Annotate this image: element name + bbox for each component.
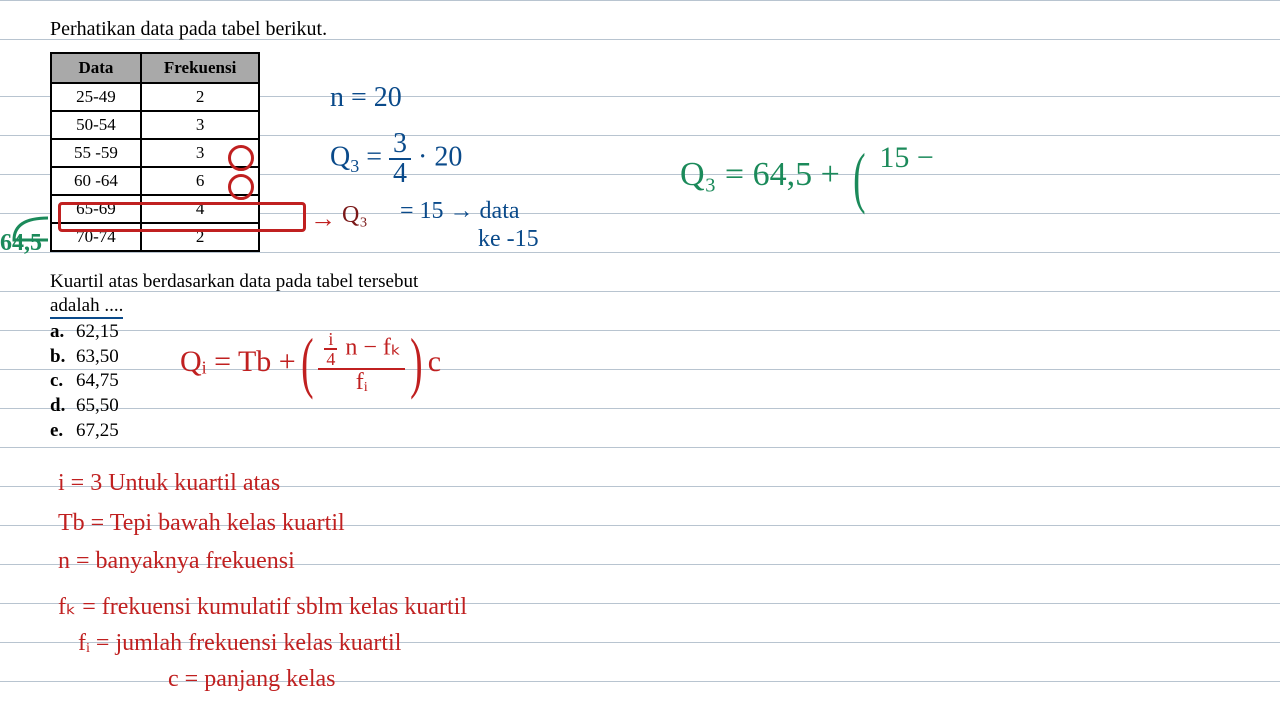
paren-right-icon: ) [410, 335, 422, 389]
red-arrow-icon: → [310, 204, 336, 234]
ann-green-eq: Q₃ = 64,5 + ( 15 − [680, 150, 934, 204]
option-a: a.62,15 [50, 320, 119, 345]
ann-q3-res1: = 15 → data [400, 198, 520, 225]
ann-q3-label: Q₃ [342, 202, 368, 229]
ann-red1: i = 3 Untuk kuartil atas [58, 470, 280, 497]
ann-n20: n = 20 [330, 82, 402, 114]
th-freq: Frekuensi [141, 53, 259, 83]
ann-red5: fᵢ = jumlah frekuensi kelas kuartil [78, 630, 401, 657]
paren-left-icon: ( [301, 335, 313, 389]
option-b: b.63,50 [50, 345, 119, 370]
highlight-row-box [58, 202, 306, 232]
option-e: e.67,25 [50, 419, 119, 444]
th-data: Data [51, 53, 141, 83]
circle-freq-3 [228, 145, 254, 171]
ann-red6: c = panjang kelas [168, 666, 335, 693]
question-text: Kuartil atas berdasarkan data pada tabel… [50, 270, 418, 318]
table-row: 25-492 [51, 83, 259, 111]
ann-formula-qi: Qᵢ = Tb + ( i 4 n − fₖ fᵢ ) c [180, 330, 441, 394]
table-row: 50-543 [51, 111, 259, 139]
answer-options: a.62,15 b.63,50 c.64,75 d.65,50 e.67,25 [50, 320, 119, 443]
option-d: d.65,50 [50, 394, 119, 419]
ann-red4: fₖ = frekuensi kumulatif sblm kelas kuar… [58, 592, 467, 621]
ann-red3: n = banyaknya frekuensi [58, 548, 295, 575]
circle-freq-6 [228, 174, 254, 200]
green-645-label: 64,5 [0, 230, 42, 257]
big-paren-icon: ( [853, 150, 865, 204]
option-c: c.64,75 [50, 369, 119, 394]
ann-q3-frac: Q3 = 3 4 · 20 [330, 130, 462, 188]
ann-q3-res2: ke -15 [478, 226, 539, 253]
ann-red2: Tb = Tepi bawah kelas kuartil [58, 510, 345, 537]
question-title: Perhatikan data pada tabel berikut. [50, 18, 327, 41]
